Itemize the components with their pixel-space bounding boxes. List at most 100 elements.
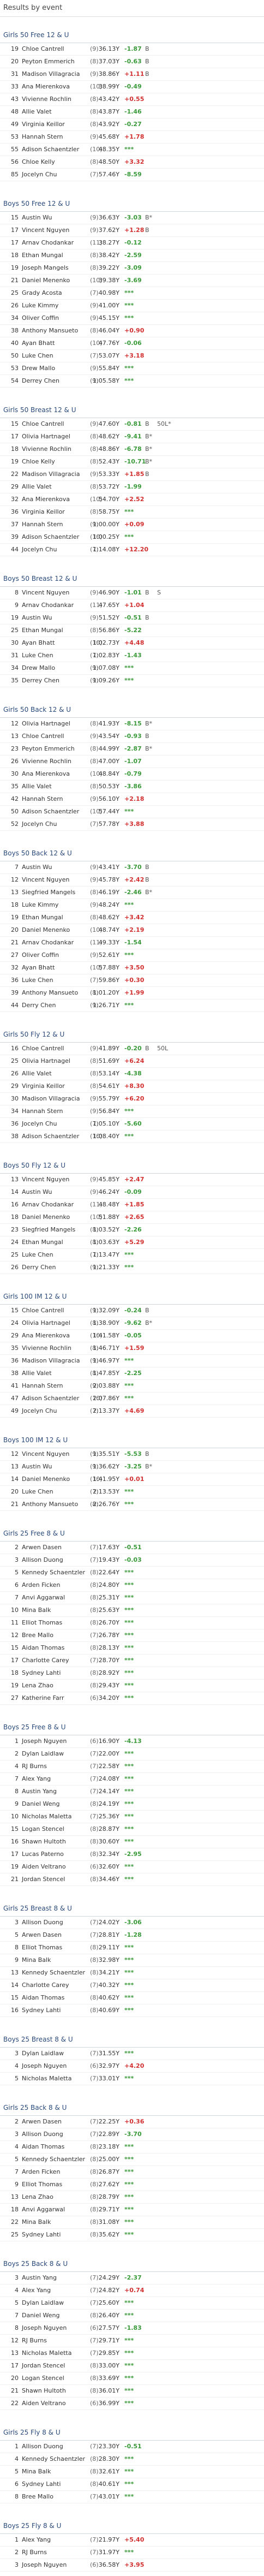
age: (9) [90, 589, 99, 596]
swimmer-name: Daniel Menenko [22, 1476, 70, 1483]
result-row: 30 Madison Villagracia (9) 55.79Y +6.20 [0, 1093, 264, 1105]
place: 5 [15, 2075, 19, 2082]
time: 24.14Y [98, 1788, 119, 1795]
place: 8 [15, 2324, 19, 2331]
swimmer-name: Chloe Cantrell [22, 1045, 64, 1052]
event-section: Girls 50 Breast 12 & U 15 Chloe Cantrell (9… [0, 403, 264, 561]
age: (8) [90, 1644, 99, 1651]
result-row: 85 Jocelyn Chu (7) 57.46Y -8.59 [0, 169, 264, 181]
age: (9) [90, 45, 99, 52]
swimmer-name: Kennedy Schaentzler [22, 2455, 86, 2462]
time-change: *** [124, 1657, 134, 1664]
age: (9) [90, 1450, 99, 1457]
result-row: 19 Austin Wu (9) 51.52Y -0.51 B [0, 612, 264, 624]
time: 23.30Y [98, 2443, 119, 2450]
place: 55 [11, 146, 19, 153]
age: (8) [90, 783, 99, 790]
time: 57.78Y [98, 820, 119, 828]
time-change: -2.95 [124, 1851, 142, 1858]
time: 1:02.83Y [93, 652, 119, 659]
time-change: *** [124, 951, 134, 959]
age: (7) [90, 1251, 99, 1258]
age: (8) [90, 1239, 99, 1246]
age: (9) [90, 302, 99, 309]
age: (7) [90, 2075, 99, 2082]
time-change: *** [124, 1788, 134, 1795]
place: 9 [15, 2181, 19, 2188]
time: 1:09.26Y [93, 677, 119, 684]
result-row: 31 Luke Chen (7) 1:02.83Y -1.43 [0, 650, 264, 662]
age: (10) [90, 926, 103, 933]
swimmer-name: Derry Chen [22, 1264, 56, 1271]
place: 49 [11, 121, 19, 128]
swimmer-name: Hannah Stern [22, 133, 63, 140]
place: 2 [15, 1544, 19, 1551]
place: 3 [15, 2274, 19, 2281]
standard: B [145, 70, 149, 78]
result-row: 2 Dylan Laidlaw (7) 22.00Y *** [0, 1748, 264, 1760]
place: 54 [11, 377, 19, 384]
place: 26 [11, 302, 19, 309]
place: 21 [11, 1501, 19, 1508]
place: 3 [15, 1919, 19, 1926]
time: 45.85Y [98, 1176, 119, 1183]
result-row: 20 Luke Chen (7) 2:13.53Y *** [0, 1486, 264, 1498]
time-change: *** [124, 1594, 134, 1601]
age: (7) [90, 2349, 99, 2357]
time-change: *** [124, 1813, 134, 1820]
swimmer-name: Chloe Cantrell [22, 420, 64, 427]
time-change: *** [124, 1395, 134, 1402]
place: 1 [15, 1738, 19, 1745]
place: 25 [11, 1251, 19, 1258]
time-change: -3.06 [124, 1919, 142, 1926]
result-row: 53 Drew Mallo (9) 55.84Y *** [0, 362, 264, 375]
time-change: *** [124, 1632, 134, 1639]
age: (6) [90, 2062, 99, 2069]
time: 48.74Y [98, 926, 119, 933]
swimmer-name: Arden Ficken [22, 2168, 61, 2175]
result-row: 9 Elliot Thomas (8) 27.62Y *** [0, 2179, 264, 2191]
swimmer-name: Aidan Thomas [22, 1994, 65, 2001]
age: (8) [90, 2231, 99, 2238]
time-change: *** [124, 1669, 134, 1676]
age: (8) [90, 2181, 99, 2188]
result-row: 4 Joseph Nguyen (6) 32.97Y +4.20 [0, 2060, 264, 2073]
time-change: -4.13 [124, 1738, 142, 1745]
result-row: 13 Chloe Cantrell (9) 43.54Y -0.93 B [0, 730, 264, 743]
place: 12 [11, 876, 19, 883]
time-change: -8.59 [124, 171, 142, 178]
age: (8) [90, 458, 99, 465]
result-row: 20 Daniel Menenko (10) 48.74Y +2.19 [0, 924, 264, 937]
age: (7) [90, 1931, 99, 1938]
age: (8) [90, 1082, 99, 1090]
event-title: Boys 50 Fly 12 & U [0, 1158, 264, 1174]
time-change: -1.54 [124, 939, 142, 946]
swimmer-name: Derry Chen [22, 1002, 56, 1009]
time-change: +2.65 [124, 1213, 145, 1221]
time: 29.43Y [98, 1682, 119, 1689]
time: 57.88Y [98, 964, 119, 971]
time: 48.62Y [98, 914, 119, 921]
time-change: *** [124, 1002, 134, 1009]
event-title: Girls 100 IM 12 & U [0, 1289, 264, 1305]
time-change: +0.30 [124, 977, 145, 984]
result-row: 6 Sydney Lahti (8) 40.61Y *** [0, 2478, 264, 2491]
time-change: -0.79 [124, 770, 142, 777]
event-section: Boys 50 Fly 12 & U 13 Vincent Nguyen (9) 45.… [0, 1158, 264, 1278]
time-change: +1.11 [124, 70, 145, 78]
result-row: 15 Aidan Thomas (8) 40.62Y *** [0, 1992, 264, 2004]
time-change: +3.32 [124, 158, 145, 165]
age: (10) [90, 808, 103, 815]
age: (8) [90, 58, 99, 65]
event-title: Girls 25 Free 8 & U [0, 1526, 264, 1542]
age: (7) [90, 2274, 99, 2281]
time: 33.69Y [98, 2375, 119, 2382]
time: 48.62Y [98, 433, 119, 440]
time-change: +3.42 [124, 914, 145, 921]
event-title: Girls 50 Back 12 & U [0, 703, 264, 718]
result-row: 13 Vincent Nguyen (9) 45.85Y +2.47 [0, 1174, 264, 1186]
time-change: *** [124, 302, 134, 309]
time: 46.19Y [98, 889, 119, 896]
note: 50L [157, 1045, 169, 1052]
place: 34 [11, 1108, 19, 1115]
